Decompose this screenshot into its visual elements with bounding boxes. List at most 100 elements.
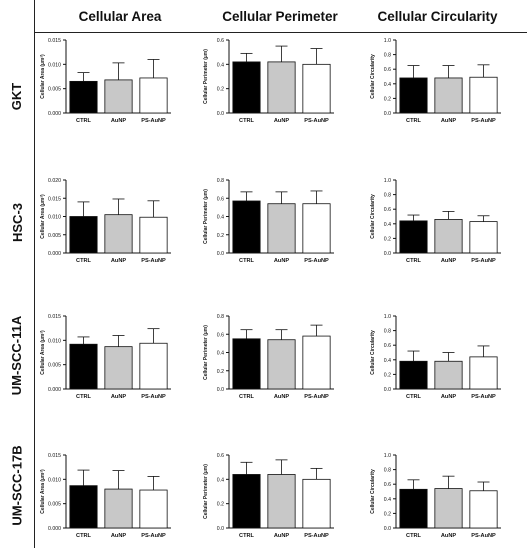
bar-aunp: [104, 488, 133, 529]
bar-aunp: [267, 203, 296, 254]
y-tick-label: 0.2: [217, 502, 224, 508]
x-tick-label: PS-AuNP: [304, 118, 329, 124]
column-header-perimeter: Cellular Perimeter: [222, 9, 338, 24]
panel-hsc3-perimeter: 0.0 0.2 0.4 0.6 0.8 Cellular Perimeter (µm) CT…: [203, 178, 334, 264]
y-tick-label: 0.010: [48, 338, 61, 344]
y-tick-label: 1.0: [384, 38, 391, 44]
y-tick-label: 0.2: [384, 511, 391, 517]
x-tick-label: AuNP: [441, 118, 456, 124]
y-axis-label: Cellular Circularity: [370, 194, 376, 239]
x-tick-label: PS-AuNP: [471, 258, 496, 264]
x-tick-label: CTRL: [76, 533, 91, 539]
y-axis-label: Cellular Circularity: [370, 469, 376, 514]
y-tick-label: 0.015: [48, 196, 61, 202]
y-tick-label: 1.0: [384, 453, 391, 459]
y-tick-label: 0.4: [384, 497, 391, 503]
x-tick-label: PS-AuNP: [141, 118, 166, 124]
x-tick-label: PS-AuNP: [141, 533, 166, 539]
y-axis-label: Cellular Circularity: [370, 54, 376, 99]
y-axis-label: Cellular Perimeter (µm): [203, 189, 209, 244]
bar-ctrl: [69, 80, 98, 114]
panel-umscc11a-perimeter: 0.0 0.2 0.4 0.6 0.8 Cellular Perimeter (µm) CT…: [203, 314, 334, 400]
bar-aunp: [267, 339, 296, 390]
bar-aunp: [267, 474, 296, 529]
y-tick-label: 0.010: [48, 62, 61, 68]
y-tick-label: 0.000: [48, 387, 61, 393]
y-tick-label: 0.2: [384, 96, 391, 102]
y-tick-label: 0.4: [384, 222, 391, 228]
bar-ctrl: [69, 485, 98, 529]
y-tick-label: 0.8: [217, 314, 224, 320]
y-tick-label: 0.0: [217, 111, 224, 117]
y-tick-label: 0.4: [217, 477, 224, 483]
x-tick-label: PS-AuNP: [141, 258, 166, 264]
x-tick-label: PS-AuNP: [141, 394, 166, 400]
bar-ps-aunp: [139, 489, 168, 529]
bar-ctrl: [232, 61, 261, 114]
panel-umscc17b-area: 0.000 0.005 0.010 0.015 Cellular Area (µm²) C…: [40, 453, 171, 539]
y-tick-label: 0.6: [384, 343, 391, 349]
bar-ctrl: [399, 77, 428, 114]
y-tick-label: 0.005: [48, 87, 61, 93]
bar-ctrl: [69, 343, 98, 390]
y-tick-label: 0.000: [48, 526, 61, 532]
x-tick-label: PS-AuNP: [304, 394, 329, 400]
x-tick-label: CTRL: [239, 118, 254, 124]
y-axis-label: Cellular Circularity: [370, 330, 376, 375]
x-tick-label: AuNP: [111, 394, 126, 400]
bar-aunp: [104, 214, 133, 254]
y-axis-label: Cellular Perimeter (µm): [203, 325, 209, 380]
y-tick-label: 0.8: [384, 193, 391, 199]
x-tick-label: PS-AuNP: [471, 533, 496, 539]
y-tick-label: 0.2: [217, 233, 224, 239]
y-tick-label: 0.6: [384, 482, 391, 488]
bar-ps-aunp: [469, 490, 498, 529]
y-tick-label: 0.000: [48, 251, 61, 257]
y-axis-label: Cellular Perimeter (µm): [203, 49, 209, 104]
y-tick-label: 0.8: [384, 329, 391, 335]
x-tick-label: CTRL: [76, 394, 91, 400]
x-tick-label: CTRL: [406, 118, 421, 124]
y-tick-label: 0.015: [48, 453, 61, 459]
y-tick-label: 0.015: [48, 314, 61, 320]
column-header-area: Cellular Area: [78, 9, 162, 24]
y-tick-label: 0.0: [384, 111, 391, 117]
bar-ps-aunp: [302, 478, 331, 529]
y-tick-label: 1.0: [384, 314, 391, 320]
x-tick-label: AuNP: [441, 258, 456, 264]
panel-hsc3-area: 0.000 0.005 0.010 0.015 0.020 Cellular Area (…: [40, 178, 171, 264]
panel-gkt-area: 0.000 0.005 0.010 0.015 Cellular Area (µm²) C…: [40, 38, 171, 124]
x-tick-label: AuNP: [441, 394, 456, 400]
y-tick-label: 0.0: [384, 387, 391, 393]
y-tick-label: 0.0: [217, 387, 224, 393]
bar-aunp: [434, 488, 463, 529]
x-tick-label: CTRL: [76, 258, 91, 264]
y-tick-label: 0.0: [384, 251, 391, 257]
y-tick-label: 0.010: [48, 215, 61, 221]
y-tick-label: 0.0: [217, 251, 224, 257]
bar-aunp: [434, 360, 463, 390]
y-axis-label: Cellular Area (µm²): [40, 330, 46, 375]
y-axis-label: Cellular Area (µm²): [40, 54, 46, 99]
x-tick-label: PS-AuNP: [471, 394, 496, 400]
x-tick-label: PS-AuNP: [304, 258, 329, 264]
x-tick-label: CTRL: [76, 118, 91, 124]
header-divider-line: [34, 32, 527, 33]
bar-ctrl: [399, 220, 428, 254]
bar-aunp: [104, 346, 133, 390]
y-tick-label: 0.020: [48, 178, 61, 184]
x-tick-label: AuNP: [274, 258, 289, 264]
panel-gkt-perimeter: 0.0 0.2 0.4 0.6 Cellular Perimeter (µm) CTRL A…: [203, 38, 334, 124]
y-tick-label: 0.4: [217, 215, 224, 221]
row-divider-line: [34, 0, 35, 548]
y-tick-label: 0.8: [217, 178, 224, 184]
y-tick-label: 0.0: [217, 526, 224, 532]
column-header-circularity: Cellular Circularity: [377, 9, 498, 24]
y-tick-label: 0.2: [384, 372, 391, 378]
y-tick-label: 0.6: [217, 332, 224, 338]
y-tick-label: 0.2: [217, 87, 224, 93]
y-tick-label: 0.4: [384, 358, 391, 364]
bar-ps-aunp: [302, 335, 331, 390]
y-axis-label: Cellular Area (µm²): [40, 469, 46, 514]
bar-ps-aunp: [139, 77, 168, 114]
